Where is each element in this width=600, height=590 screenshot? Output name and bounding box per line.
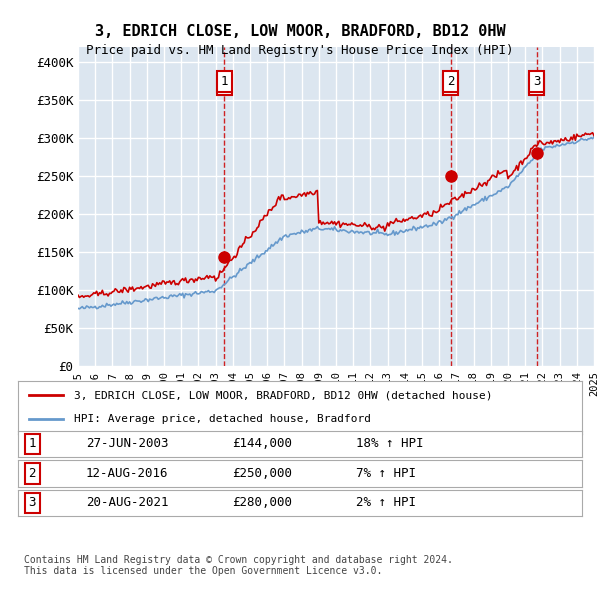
Text: HPI: Average price, detached house, Bradford: HPI: Average price, detached house, Brad… bbox=[74, 414, 371, 424]
Text: 27-JUN-2003: 27-JUN-2003 bbox=[86, 437, 168, 451]
Text: 3, EDRICH CLOSE, LOW MOOR, BRADFORD, BD12 0HW: 3, EDRICH CLOSE, LOW MOOR, BRADFORD, BD1… bbox=[95, 24, 505, 38]
Text: 7% ↑ HPI: 7% ↑ HPI bbox=[356, 467, 416, 480]
Text: 2% ↑ HPI: 2% ↑ HPI bbox=[356, 496, 416, 510]
Text: 1: 1 bbox=[220, 78, 228, 91]
Text: 3: 3 bbox=[28, 496, 36, 510]
Text: 3: 3 bbox=[533, 75, 541, 88]
Text: 3, EDRICH CLOSE, LOW MOOR, BRADFORD, BD12 0HW (detached house): 3, EDRICH CLOSE, LOW MOOR, BRADFORD, BD1… bbox=[74, 391, 493, 401]
Text: £280,000: £280,000 bbox=[232, 496, 292, 510]
Text: 1: 1 bbox=[28, 437, 36, 451]
Text: Contains HM Land Registry data © Crown copyright and database right 2024.
This d: Contains HM Land Registry data © Crown c… bbox=[24, 555, 453, 576]
Text: £250,000: £250,000 bbox=[232, 467, 292, 480]
Text: £144,000: £144,000 bbox=[232, 437, 292, 451]
Text: 2: 2 bbox=[28, 467, 36, 480]
Text: 1: 1 bbox=[220, 75, 228, 88]
Text: Price paid vs. HM Land Registry's House Price Index (HPI): Price paid vs. HM Land Registry's House … bbox=[86, 44, 514, 57]
Text: 2: 2 bbox=[447, 75, 454, 88]
Text: 2: 2 bbox=[447, 78, 455, 91]
Text: 20-AUG-2021: 20-AUG-2021 bbox=[86, 496, 168, 510]
Text: 12-AUG-2016: 12-AUG-2016 bbox=[86, 467, 168, 480]
Text: 3: 3 bbox=[533, 78, 541, 91]
Text: 18% ↑ HPI: 18% ↑ HPI bbox=[356, 437, 424, 451]
